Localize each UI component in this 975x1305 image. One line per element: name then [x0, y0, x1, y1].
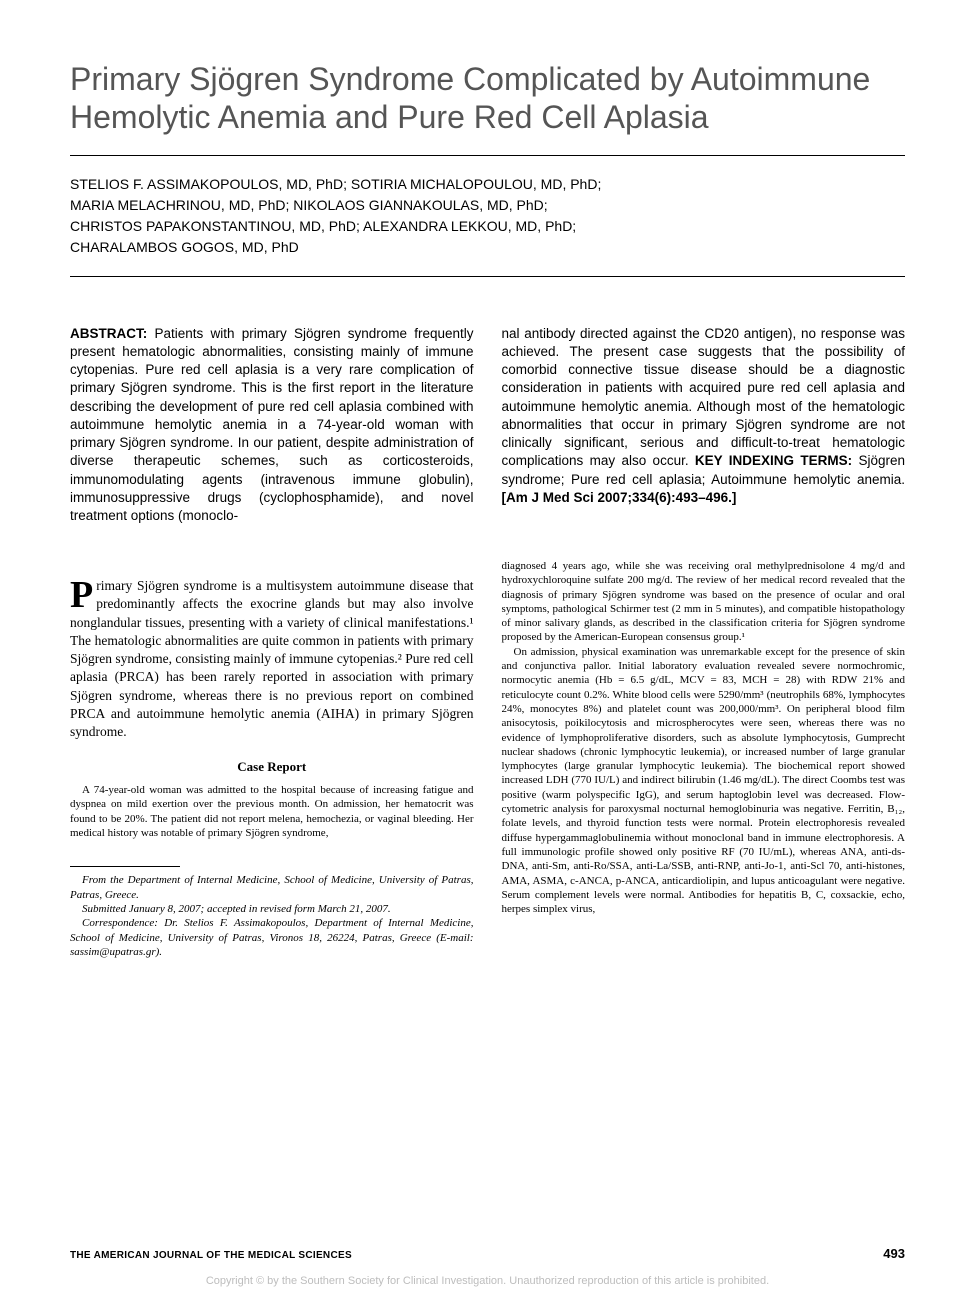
copyright-notice: Copyright © by the Southern Society for … — [0, 1275, 975, 1287]
intro-paragraph: Primary Sjögren syndrome is a multisyste… — [70, 577, 474, 741]
right-p2: On admission, physical examination was u… — [502, 645, 906, 917]
right-p1: diagnosed 4 years ago, while she was rec… — [502, 559, 906, 645]
page-footer: THE AMERICAN JOURNAL OF THE MEDICAL SCIE… — [70, 1246, 905, 1261]
abstract-left-text: Patients with primary Sjögren syndrome f… — [70, 326, 474, 523]
abstract-right: nal antibody directed against the CD20 a… — [502, 325, 906, 507]
citation: [Am J Med Sci 2007;334(6):493–496.] — [502, 490, 737, 505]
abstract-right-text: nal antibody directed against the CD20 a… — [502, 326, 906, 469]
left-column: ABSTRACT: Patients with primary Sjögren … — [70, 325, 474, 959]
footnote-dates: Submitted January 8, 2007; accepted in r… — [70, 902, 474, 916]
authors-block: STELIOS F. ASSIMAKOPOULOS, MD, PhD; SOTI… — [70, 174, 905, 258]
authors-line-2: MARIA MELACHRINOU, MD, PhD; NIKOLAOS GIA… — [70, 195, 905, 216]
key-indexing-label: KEY INDEXING TERMS: — [695, 453, 852, 468]
journal-name: THE AMERICAN JOURNAL OF THE MEDICAL SCIE… — [70, 1250, 352, 1261]
right-body-text: diagnosed 4 years ago, while she was rec… — [502, 559, 906, 916]
case-report-heading: Case Report — [70, 759, 474, 775]
abstract-label: ABSTRACT: — [70, 326, 147, 341]
case-report-p1: A 74-year-old woman was admitted to the … — [70, 783, 474, 840]
title-rule-bottom — [70, 276, 905, 277]
authors-line-1: STELIOS F. ASSIMAKOPOULOS, MD, PhD; SOTI… — [70, 174, 905, 195]
authors-line-3: CHRISTOS PAPAKONSTANTINOU, MD, PhD; ALEX… — [70, 216, 905, 237]
dropcap: P — [70, 577, 96, 611]
authors-line-4: CHARALAMBOS GOGOS, MD, PhD — [70, 237, 905, 258]
intro-text: rimary Sjögren syndrome is a multisystem… — [70, 578, 474, 739]
page-number: 493 — [883, 1246, 905, 1261]
abstract-left: ABSTRACT: Patients with primary Sjögren … — [70, 325, 474, 525]
abstract-columns: ABSTRACT: Patients with primary Sjögren … — [70, 325, 905, 959]
article-title: Primary Sjögren Syndrome Complicated by … — [70, 60, 905, 137]
right-column: nal antibody directed against the CD20 a… — [502, 325, 906, 959]
footnote-rule — [70, 866, 180, 867]
footnotes: From the Department of Internal Medicine… — [70, 873, 474, 959]
title-rule-top — [70, 155, 905, 156]
footnote-correspondence: Correspondence: Dr. Stelios F. Assimakop… — [70, 916, 474, 959]
footnote-affiliation: From the Department of Internal Medicine… — [70, 873, 474, 902]
